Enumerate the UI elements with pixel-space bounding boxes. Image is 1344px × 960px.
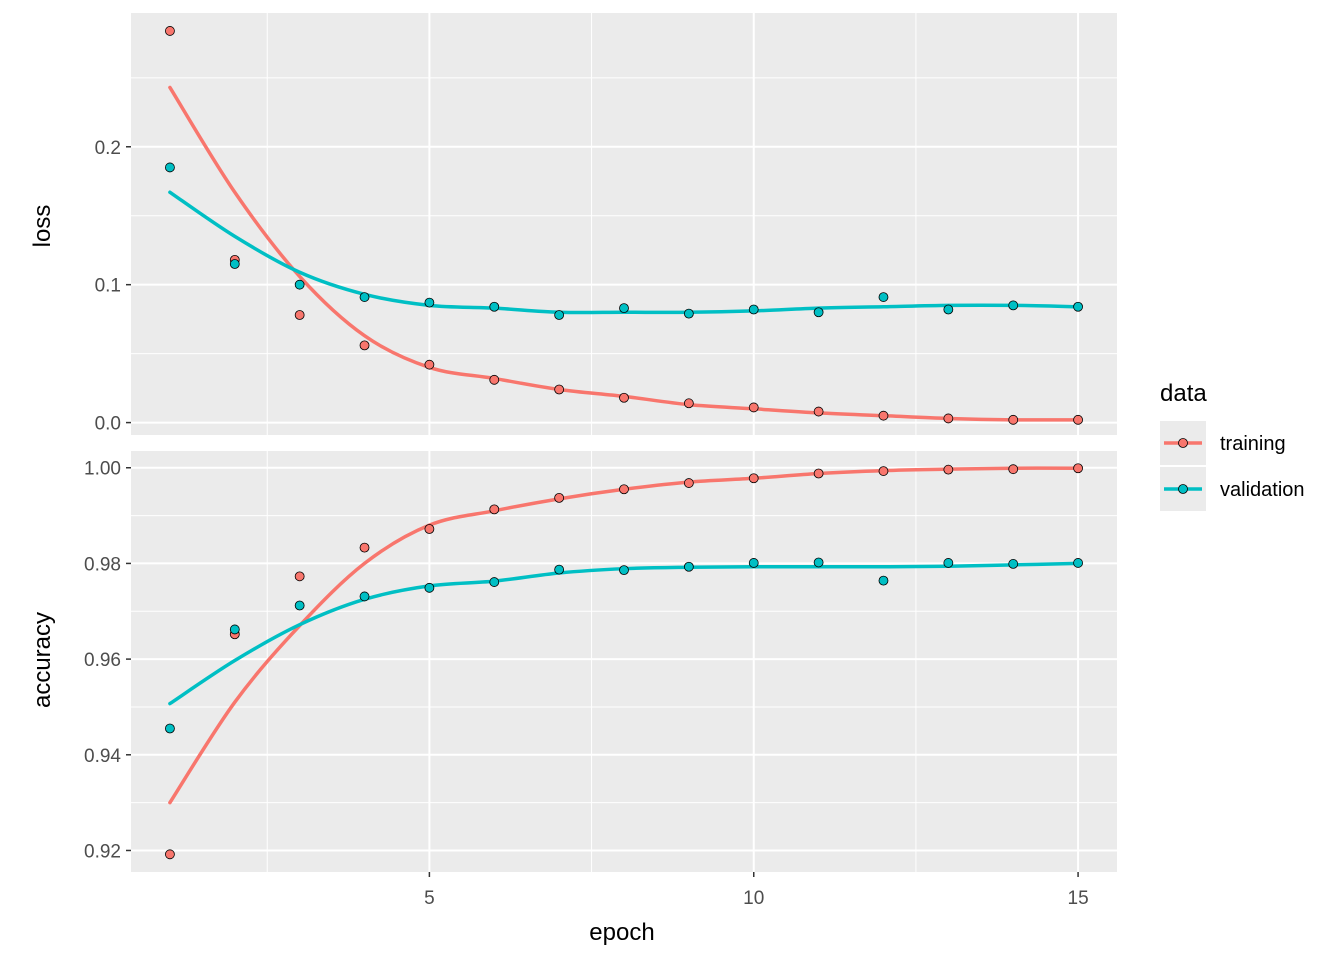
data-point-validation xyxy=(554,310,565,320)
data-point-validation xyxy=(294,279,305,290)
data-point-training xyxy=(489,374,500,385)
data-point-training xyxy=(619,392,629,403)
data-point-validation xyxy=(1008,559,1019,569)
data-point-training xyxy=(165,849,175,860)
data-point-training xyxy=(943,464,954,475)
data-point-training xyxy=(554,384,565,395)
data-point-training xyxy=(1073,463,1083,474)
data-point-validation xyxy=(1008,300,1019,311)
data-point-training xyxy=(424,524,435,534)
panel-background xyxy=(131,13,1117,435)
y-tick-label: 0.92 xyxy=(84,841,121,862)
data-point-validation xyxy=(359,292,370,302)
data-point-validation xyxy=(943,304,954,315)
x-tick-label: 15 xyxy=(1068,888,1089,909)
data-point-training xyxy=(1008,414,1019,425)
data-point-training xyxy=(424,359,435,370)
data-point-validation xyxy=(619,565,629,576)
y-tick-label: 1.00 xyxy=(84,459,121,480)
smooth-line-training xyxy=(168,85,1080,422)
data-point-training xyxy=(878,410,889,421)
legend-point-validation xyxy=(1178,484,1188,494)
data-point-validation xyxy=(878,575,889,586)
data-point-training xyxy=(554,492,565,503)
legend-point-training xyxy=(1178,438,1188,448)
legend-label-training: training xyxy=(1220,433,1286,455)
data-point-validation xyxy=(424,582,435,593)
panel-background xyxy=(131,451,1117,872)
data-point-training xyxy=(748,473,759,484)
data-point-training xyxy=(683,398,694,409)
panel-accuracy: 0.92 0.94 0.96 0.98 1.00 xyxy=(84,451,1117,872)
data-point-validation xyxy=(619,303,629,314)
data-point-validation xyxy=(229,624,240,635)
data-point-validation xyxy=(359,591,370,602)
data-point-validation xyxy=(424,297,435,308)
y-tick-label: 0.96 xyxy=(84,650,121,671)
legend-title: data xyxy=(1160,380,1207,407)
data-point-validation xyxy=(165,723,175,734)
y-axis-title-loss: loss xyxy=(29,205,56,248)
data-point-validation xyxy=(813,307,824,318)
data-point-training xyxy=(359,340,370,351)
data-point-validation xyxy=(943,558,954,568)
y-tick-label: 0.98 xyxy=(84,554,121,575)
legend: data training validation xyxy=(1160,380,1305,511)
data-point-validation xyxy=(229,259,240,269)
data-point-training xyxy=(813,406,824,417)
data-point-validation xyxy=(813,557,824,568)
data-point-validation xyxy=(878,292,889,302)
data-point-validation xyxy=(165,162,175,173)
x-axis-title: epoch xyxy=(589,919,654,946)
data-point-training xyxy=(943,413,954,424)
data-point-validation xyxy=(683,308,694,319)
data-point-validation xyxy=(748,558,759,568)
data-point-validation xyxy=(554,564,565,575)
data-point-validation xyxy=(489,301,500,312)
data-point-training xyxy=(165,26,175,36)
x-tick-label: 5 xyxy=(424,888,435,909)
data-point-training xyxy=(489,504,500,515)
data-point-training xyxy=(878,466,889,476)
data-point-training xyxy=(619,484,629,495)
data-point-training xyxy=(294,571,305,582)
data-point-training xyxy=(1073,414,1083,425)
data-point-training xyxy=(748,402,759,413)
y-tick-label: 0.94 xyxy=(84,746,121,767)
data-point-validation xyxy=(294,600,305,611)
y-axis-title-accuracy: accuracy xyxy=(29,612,56,708)
y-tick-label: 0.0 xyxy=(95,414,121,435)
data-point-validation xyxy=(489,577,500,587)
data-point-training xyxy=(683,478,694,488)
data-point-validation xyxy=(748,304,759,315)
data-point-training xyxy=(359,542,370,553)
panel-loss: 0.0 0.1 0.2 xyxy=(95,13,1117,435)
facet-panels: 0.0 0.1 0.2 0.92 0.94 0.96 0.98 1.00 xyxy=(84,13,1117,872)
x-tick-label: 10 xyxy=(743,888,764,909)
y-tick-label: 0.2 xyxy=(95,138,121,159)
data-point-training xyxy=(294,310,305,320)
y-tick-label: 0.1 xyxy=(95,276,121,297)
data-point-training xyxy=(813,468,824,479)
data-point-validation xyxy=(1073,558,1083,568)
legend-label-validation: validation xyxy=(1220,479,1305,501)
data-point-training xyxy=(1008,464,1019,475)
data-point-validation xyxy=(683,561,694,572)
data-point-validation xyxy=(1073,301,1083,312)
